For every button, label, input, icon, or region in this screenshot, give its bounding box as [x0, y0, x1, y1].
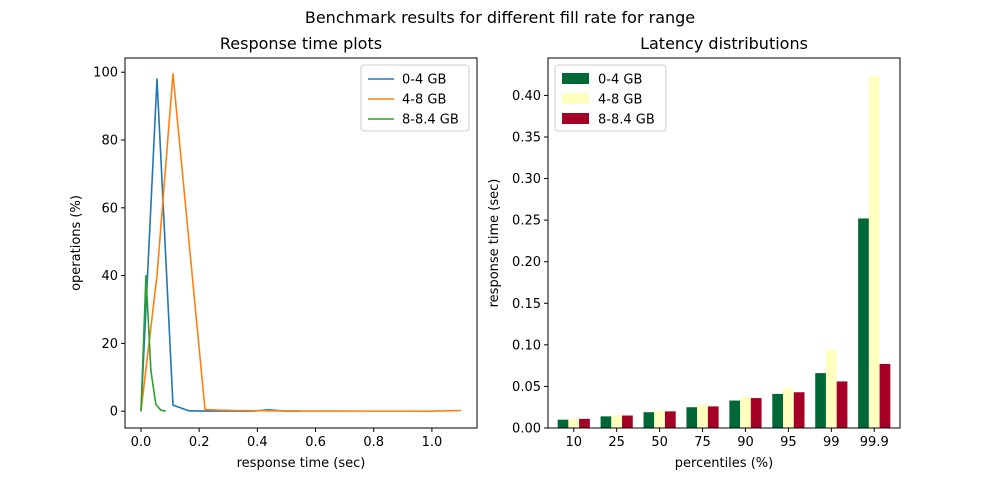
bar-2-99: [825, 349, 837, 428]
x-tick-label: 75: [694, 435, 711, 450]
line-chart-xlabel: response time (sec): [237, 456, 366, 471]
bar-2-25: [611, 415, 623, 428]
y-tick-label: 0.20: [512, 255, 541, 270]
x-tick-label: 99: [823, 435, 840, 450]
line-chart-legend: 0-4 GB 4-8 GB 8-8.4 GB: [360, 64, 470, 132]
x-tick-label: 0.6: [305, 435, 326, 450]
legend-box: [360, 64, 470, 132]
line-chart-series-group: [140, 73, 462, 412]
bar-3-99.9: [879, 363, 891, 428]
bar-chart-xlabel: percentiles (%): [675, 456, 773, 471]
bar-1-75: [686, 407, 698, 428]
bar-2-10: [568, 418, 580, 428]
bar-chart-bars-group: [557, 76, 891, 428]
y-tick-label: 40: [101, 269, 118, 284]
y-tick-label: 0: [110, 405, 118, 420]
bar-3-10: [579, 418, 590, 428]
line-series-2: [140, 73, 462, 412]
x-tick-label: 0.8: [363, 435, 384, 450]
y-tick-label: 20: [101, 337, 118, 352]
bar-1-90: [729, 400, 741, 428]
bar-1-50: [643, 412, 655, 428]
y-tick-label: 0.25: [512, 214, 541, 229]
legend-label-1: 0-4 GB: [402, 73, 446, 88]
bar-2-75: [697, 404, 708, 428]
bar-chart-yticks: 0.00 0.05 0.10 0.15 0.20 0.25 0.30 0.35 0.40: [512, 89, 548, 437]
bar-1-99: [815, 373, 826, 428]
bar-1-10: [557, 419, 569, 428]
y-tick-label: 0.00: [512, 422, 541, 437]
bar-1-25: [600, 416, 612, 428]
line-series-1: [140, 78, 302, 412]
line-chart-ylabel: operations (%): [69, 195, 84, 291]
bar-3-25: [622, 415, 633, 428]
x-tick-label: 50: [651, 435, 668, 450]
y-tick-label: 0.30: [512, 172, 541, 187]
bar-chart-ylabel: response time (sec): [487, 179, 502, 308]
bar-chart-title: Latency distributions: [640, 34, 808, 53]
y-tick-label: 80: [101, 134, 118, 149]
y-tick-label: 0.40: [512, 89, 541, 104]
bar-2-99.9: [868, 76, 880, 428]
legend-label-2: 4-8 GB: [402, 93, 446, 108]
bar-3-90: [750, 398, 762, 428]
bar-1-99.9: [858, 218, 869, 428]
line-chart-xticks: 0.0 0.2 0.4 0.6 0.8 1.0: [131, 428, 443, 450]
bar-3-99: [836, 381, 848, 428]
x-tick-label: 0.0: [131, 435, 152, 450]
legend-label-2: 4-8 GB: [598, 93, 642, 108]
x-tick-label: 95: [780, 435, 797, 450]
legend-label-3: 8-8.4 GB: [402, 113, 459, 128]
bar-3-95: [793, 392, 805, 428]
y-tick-label: 0.10: [512, 338, 541, 353]
bar-3-50: [664, 411, 676, 428]
x-tick-label: 0.2: [189, 435, 210, 450]
x-tick-label: 0.4: [247, 435, 268, 450]
legend-label-1: 0-4 GB: [598, 73, 642, 88]
y-tick-label: 0.35: [512, 130, 541, 145]
bar-2-50: [654, 410, 665, 428]
legend-label-3: 8-8.4 GB: [598, 113, 655, 128]
bar-2-90: [740, 397, 751, 428]
legend-swatch-2: [562, 93, 589, 104]
line-chart-yticks: 0 20 40 60 80 100: [93, 66, 125, 420]
line-series-3: [140, 274, 166, 412]
y-tick-label: 60: [101, 201, 118, 216]
line-chart-frame: [124, 57, 478, 429]
y-tick-label: 0.05: [512, 380, 541, 395]
bar-1-95: [772, 393, 784, 428]
bar-chart-axes: Latency distributions percentiles (%) re…: [487, 34, 901, 471]
figure-suptitle: Benchmark results for different fill rat…: [305, 8, 695, 27]
line-chart-title: Response time plots: [220, 34, 382, 53]
x-tick-label: 1.0: [422, 435, 443, 450]
bar-chart-xticks: 10 25 50 75 90 95 99 99.9: [565, 428, 889, 450]
legend-swatch-1: [562, 73, 589, 84]
legend-swatch-3: [562, 113, 589, 124]
x-tick-label: 10: [565, 435, 582, 450]
line-chart-axes: Response time plots response time (sec) …: [69, 34, 478, 471]
bar-2-95: [783, 388, 794, 428]
x-tick-label: 99.9: [860, 435, 889, 450]
y-tick-label: 0.15: [512, 297, 541, 312]
y-tick-label: 100: [93, 66, 118, 81]
bar-chart-frame: [547, 57, 901, 429]
x-tick-label: 90: [737, 435, 754, 450]
bar-chart-legend: 0-4 GB 4-8 GB 8-8.4 GB: [554, 64, 667, 132]
x-tick-label: 25: [608, 435, 625, 450]
bar-3-75: [707, 406, 719, 428]
